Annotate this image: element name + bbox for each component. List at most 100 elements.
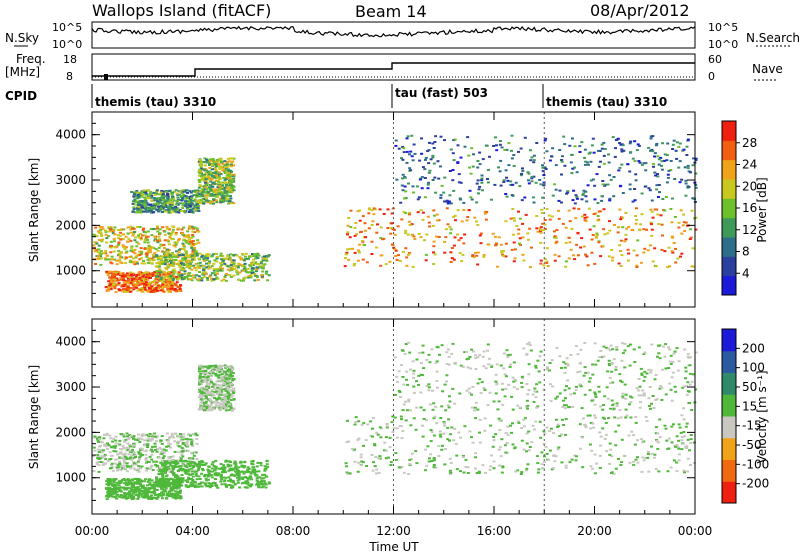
heatmap-cell <box>521 169 525 172</box>
heatmap-cell <box>163 489 167 492</box>
heatmap-cell <box>170 282 174 285</box>
heatmap-cell <box>173 270 177 273</box>
heatmap-cell <box>131 282 135 285</box>
heatmap-cell <box>543 166 547 169</box>
heatmap-cell <box>224 375 228 378</box>
heatmap-cell <box>176 207 180 210</box>
heatmap-cell <box>121 496 125 499</box>
heatmap-cell <box>219 467 223 470</box>
heatmap-cell <box>205 479 209 482</box>
heatmap-cell <box>251 255 255 257</box>
heatmap-cell <box>653 208 657 211</box>
heatmap-cell <box>180 199 184 202</box>
heatmap-cell <box>620 148 624 151</box>
heatmap-cell <box>123 467 127 470</box>
heatmap-cell <box>471 165 475 168</box>
heatmap-cell <box>223 160 227 163</box>
heatmap-cell <box>198 169 202 172</box>
heatmap-cell <box>585 255 589 258</box>
heatmap-cell <box>595 236 599 239</box>
heatmap-cell <box>210 476 214 479</box>
heatmap-cell <box>167 490 171 493</box>
heatmap-cell <box>216 374 220 377</box>
heatmap-cell <box>117 271 121 274</box>
heatmap-cell <box>224 264 228 267</box>
heatmap-cell <box>349 226 353 229</box>
heatmap-cell <box>204 181 207 184</box>
heatmap-cell <box>149 251 153 254</box>
heatmap-cell <box>195 434 199 437</box>
heatmap-cell <box>427 181 430 184</box>
heatmap-cell <box>132 206 136 209</box>
heatmap-cell <box>125 281 129 284</box>
heatmap-cell <box>136 281 140 283</box>
heatmap-cell <box>219 268 223 271</box>
heatmap-cell <box>408 167 412 170</box>
heatmap-cell <box>130 498 134 501</box>
heatmap-cell <box>250 269 254 272</box>
heatmap-cell <box>164 272 167 275</box>
heatmap-cell <box>165 254 168 257</box>
heatmap-cell <box>114 484 118 487</box>
heatmap-cell <box>666 176 670 179</box>
heatmap-cell <box>406 253 410 256</box>
heatmap-cell <box>343 265 347 268</box>
heatmap-cell <box>136 480 140 482</box>
heatmap-cell <box>182 436 186 438</box>
heatmap-cell <box>115 279 119 282</box>
heatmap-cell <box>161 287 165 290</box>
heatmap-cell <box>204 395 208 398</box>
heatmap-cell <box>232 392 236 394</box>
heatmap-cell <box>129 280 133 283</box>
heatmap-cell <box>586 264 590 267</box>
heatmap-cell <box>190 467 194 470</box>
heatmap-cell <box>530 175 534 178</box>
heatmap-cell <box>204 365 208 368</box>
heatmap-cell <box>180 481 184 484</box>
heatmap-cell <box>208 192 212 195</box>
heatmap-cell <box>682 213 686 216</box>
heatmap-cell <box>196 239 200 242</box>
heatmap-cell <box>181 455 185 458</box>
heatmap-cell <box>624 233 628 236</box>
heatmap-cell <box>113 226 117 229</box>
heatmap-cell <box>129 434 133 437</box>
heatmap-cell <box>575 195 579 198</box>
cpid-segment-2: tau (fast) 503 <box>395 86 488 100</box>
heatmap-cell <box>170 471 174 473</box>
heatmap-cell <box>136 488 140 490</box>
heatmap-cell <box>110 493 114 495</box>
heatmap-cell <box>162 194 166 197</box>
heatmap-cell <box>122 486 126 489</box>
freq-spike <box>104 74 108 80</box>
heatmap-cell <box>181 448 185 451</box>
heatmap-cell <box>420 176 424 179</box>
heatmap-cell <box>159 243 163 246</box>
heatmap-cell <box>178 289 182 292</box>
heatmap-cell <box>123 479 127 482</box>
heatmap-cell <box>256 461 260 464</box>
heatmap-cell <box>499 184 503 187</box>
heatmap-cell <box>203 409 207 412</box>
heatmap-cell <box>210 178 214 181</box>
heatmap-cell <box>177 211 181 214</box>
heatmap-cell <box>262 480 266 483</box>
heatmap-cell <box>433 141 437 143</box>
heatmap-cell <box>191 240 195 243</box>
heatmap-cell <box>619 250 623 253</box>
heatmap-cell <box>529 246 533 249</box>
heatmap-cell <box>202 175 206 178</box>
heatmap-cell <box>220 390 224 393</box>
heatmap-cell <box>583 156 587 159</box>
heatmap-cell <box>212 271 216 274</box>
heatmap-cell <box>231 468 235 471</box>
heatmap-cell <box>145 289 149 292</box>
heatmap-cell <box>221 196 225 199</box>
heatmap-cell <box>111 278 115 281</box>
heatmap-cell <box>115 263 119 266</box>
heatmap-cell <box>243 465 247 467</box>
heatmap-cell <box>158 466 162 469</box>
heatmap-cell <box>598 210 602 213</box>
heatmap-cell <box>146 262 150 264</box>
heatmap-cell <box>227 182 231 185</box>
